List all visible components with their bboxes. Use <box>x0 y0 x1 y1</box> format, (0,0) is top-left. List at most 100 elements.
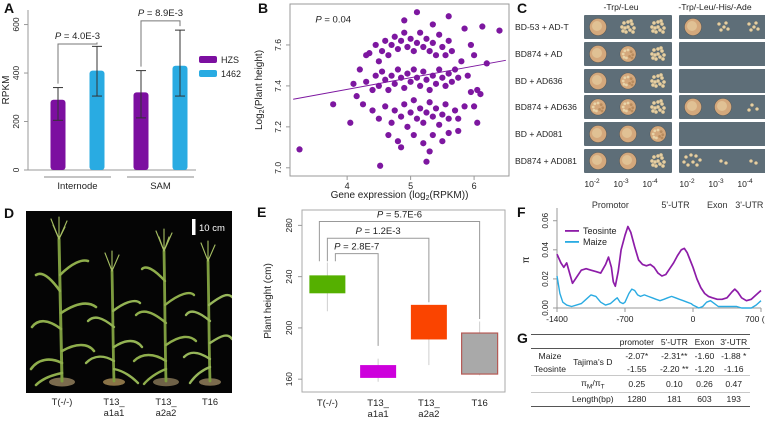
svg-text:-700: -700 <box>616 314 633 324</box>
svg-text:Promotor: Promotor <box>592 200 629 210</box>
svg-text:1462: 1462 <box>221 69 241 79</box>
svg-text:-1400: -1400 <box>546 314 568 324</box>
svg-text:P = 5.7E-6: P = 5.7E-6 <box>377 210 422 221</box>
svg-text:P = 1.2E-3: P = 1.2E-3 <box>356 226 401 237</box>
svg-text:Log2(Plant height): Log2(Plant height) <box>254 50 266 130</box>
col-header: promoter <box>619 336 654 347</box>
condition-header-right: -Trp/-Leu/-His/-Ade <box>678 2 752 12</box>
dilution-label: 10-2 <box>584 178 600 189</box>
panel-a-bar-chart: A 0 200 400 600 RPKM P = 4.0E-3 Internode P = 8… <box>0 0 250 200</box>
plant-4 <box>182 240 234 385</box>
col-header: 3'-UTR <box>720 336 748 347</box>
yeast-row: BD + AD636 <box>515 68 765 93</box>
maize-plants-photo: 10 cm <box>26 211 234 393</box>
dilution-label: 10-4 <box>737 178 753 189</box>
svg-text:Exon: Exon <box>707 200 728 210</box>
bait-prey-label: BD874 + AD <box>515 48 563 59</box>
diversity-line-chart-svg: 0.00 0.02 0.04 0.06 π -1400 -700 0 700 (bp) Promo… <box>521 200 765 324</box>
yeast-row: BD + AD081 <box>515 122 765 147</box>
panel-g-stats-table: G promoter 5'-UTR Exon 3'-UTR Maize Taji… <box>515 330 765 428</box>
maize-plants-illustration: 10 cm <box>26 211 234 393</box>
panel-d-plant-photo: D <box>0 205 255 428</box>
table-row: Maize Tajima's D -2.07* -2.31** -1.60 -1… <box>538 350 747 368</box>
plant-label: T(-/-) <box>51 397 73 407</box>
svg-text:5: 5 <box>408 181 413 191</box>
svg-text:π: π <box>521 256 532 263</box>
svg-text:P = 8.9E-3: P = 8.9E-3 <box>138 8 183 19</box>
plant-label: T16 <box>201 397 219 407</box>
yeast-row: BD874 + AD <box>515 41 765 66</box>
panel-a-label: A <box>4 0 15 16</box>
dilution-label: 10-4 <box>642 178 658 189</box>
plant-2 <box>84 250 144 385</box>
scale-bar <box>192 219 196 235</box>
svg-text:6: 6 <box>472 181 477 191</box>
svg-text:3'-UTR: 3'-UTR <box>735 200 764 210</box>
svg-text:200: 200 <box>11 114 21 128</box>
svg-text:7.2: 7.2 <box>273 121 283 133</box>
svg-text:400: 400 <box>11 66 21 80</box>
svg-text:5'-UTR: 5'-UTR <box>661 200 690 210</box>
yeast-row: BD874 + AD636 <box>515 95 765 120</box>
rpkm-bar-chart-svg: 0 200 400 600 RPKM P = 4.0E-3 Internode P = 8.9… <box>1 8 241 192</box>
svg-text:0: 0 <box>691 314 696 324</box>
svg-text:P = 4.0E-3: P = 4.0E-3 <box>55 31 100 42</box>
tajima-table: promoter 5'-UTR Exon 3'-UTR Maize Tajima… <box>531 334 751 407</box>
svg-text:HZS: HZS <box>221 55 239 65</box>
bait-prey-label: BD874 + AD636 <box>515 102 577 113</box>
svg-text:0.04: 0.04 <box>541 241 550 257</box>
svg-text:200: 200 <box>284 321 294 335</box>
scatter-plot-svg: 4 5 6 7.0 7.2 7.4 7.6 P = 0.04 Gene expression (… <box>254 3 510 202</box>
agar-plate-strip <box>584 95 672 120</box>
bait-prey-label: BD-53 + AD-T <box>515 22 569 32</box>
agar-plate-strip <box>584 41 672 66</box>
svg-text:P = 0.04: P = 0.04 <box>315 14 351 25</box>
svg-text:0.00: 0.00 <box>541 300 550 316</box>
agar-plate-strip <box>584 148 672 173</box>
svg-text:7.0: 7.0 <box>273 162 283 174</box>
svg-text:0.02: 0.02 <box>541 271 550 287</box>
svg-text:a2a2: a2a2 <box>418 409 439 420</box>
panel-c-yeast-assay: C -Trp/-Leu -Trp/-Leu/-His/-Ade BD-53 + … <box>515 0 765 196</box>
svg-text:Internode: Internode <box>57 181 97 192</box>
agar-plate-strip <box>679 122 765 147</box>
svg-text:P = 2.8E-7: P = 2.8E-7 <box>334 242 379 253</box>
panel-g-label: G <box>517 330 528 346</box>
svg-text:a1a1: a1a1 <box>368 409 389 420</box>
svg-text:T(-/-): T(-/-) <box>317 398 338 409</box>
yeast-row: BD-53 + AD-T <box>515 15 765 39</box>
svg-text:Gene expression (log2(RPKM)): Gene expression (log2(RPKM)) <box>331 190 469 202</box>
svg-text:280: 280 <box>284 218 294 232</box>
svg-text:240: 240 <box>284 269 294 283</box>
svg-text:600: 600 <box>11 17 21 31</box>
agar-plate-strip <box>679 41 765 66</box>
scale-bar-label: 10 cm <box>199 223 225 234</box>
col-header: 5'-UTR <box>660 336 688 347</box>
dilution-label: 10-3 <box>708 178 724 189</box>
svg-text:0: 0 <box>11 167 21 172</box>
plant-label: T13_ a2a2 <box>155 397 177 418</box>
svg-text:7.6: 7.6 <box>273 39 283 51</box>
panel-b-scatter-plot: B 4 5 6 7.0 7.2 7.4 7.6 P = 0.04 Gene expression… <box>250 0 515 205</box>
svg-text:700 (bp): 700 (bp) <box>745 314 765 324</box>
plant-1 <box>29 216 98 387</box>
yeast-row: BD874 + AD081 <box>515 148 765 173</box>
plant-height-boxplot-svg: 160 200 240 280 Plant height (cm) P = 2.8E-7 P… <box>263 209 506 420</box>
svg-text:RPKM: RPKM <box>1 76 12 105</box>
yeast-rows: BD-53 + AD-T BD874 + AD BD + AD636 BD874 + … <box>515 15 765 176</box>
svg-text:0.06: 0.06 <box>541 212 550 228</box>
plate-condition-headers: -Trp/-Leu -Trp/-Leu/-His/-Ade <box>575 2 765 12</box>
agar-plate-strip <box>584 15 672 39</box>
svg-text:4: 4 <box>345 181 350 191</box>
agar-plate-strip <box>679 148 765 173</box>
bait-prey-label: BD874 + AD081 <box>515 155 577 166</box>
panel-d-label: D <box>4 205 15 221</box>
svg-text:T13_: T13_ <box>367 398 389 409</box>
svg-text:Teosinte: Teosinte <box>583 226 617 236</box>
panel-f-line-chart: F 0.00 0.02 0.04 0.06 π -1400 -700 0 700 (bp) Pro… <box>515 196 765 330</box>
svg-text:Maize: Maize <box>583 237 607 247</box>
panel-e-box-plot: E 160 200 240 280 Plant height (cm) P = 2.8E-… <box>257 200 510 428</box>
plant-label: T13_ a1a1 <box>103 397 125 418</box>
panel-b-label: B <box>258 0 269 16</box>
